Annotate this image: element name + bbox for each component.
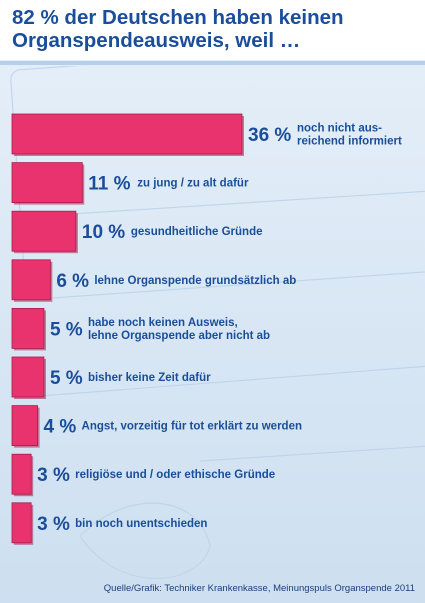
category-label-line: reichend informiert <box>297 136 402 148</box>
category-label-line: gesundheitliche Gründe <box>131 226 263 238</box>
category-label-line: lehne Organspende grundsätzlich ab <box>94 275 296 287</box>
title-divider <box>0 61 425 65</box>
bar-value-label: 5 % <box>50 368 83 389</box>
category-label: zu jung / zu alt dafür <box>137 178 249 190</box>
category-label: bisher keine Zeit dafür <box>88 372 211 384</box>
bar <box>11 113 243 155</box>
bar <box>11 453 32 495</box>
bar-value-label: 5 % <box>50 319 83 340</box>
bar-value-label: 3 % <box>37 465 70 486</box>
bar-value-label: 6 % <box>56 271 89 292</box>
category-label-line: bin noch unentschieden <box>75 518 207 530</box>
category-label-line: habe noch keinen Ausweis, <box>88 317 238 329</box>
bar <box>11 356 45 398</box>
bar <box>11 405 38 447</box>
category-label: gesundheitliche Gründe <box>131 226 263 238</box>
category-label-line: noch nicht aus- <box>297 123 382 135</box>
source-note: Quelle/Grafik: Techniker Krankenkasse, M… <box>103 583 415 594</box>
bar <box>11 502 32 544</box>
bar-value-label: 36 % <box>248 125 291 146</box>
category-label-line: bisher keine Zeit dafür <box>88 372 211 384</box>
category-label: lehne Organspende grundsätzlich ab <box>94 275 296 287</box>
category-label: bin noch unentschieden <box>75 518 207 530</box>
category-label: religiöse und / oder ethische Gründe <box>75 469 275 481</box>
bar <box>11 259 51 301</box>
bar-value-label: 11 % <box>88 174 130 195</box>
category-label-line: lehne Organspende aber nicht ab <box>88 330 270 342</box>
category-label: habe noch keinen Ausweis, lehne Organspen… <box>88 317 270 342</box>
bar <box>11 162 83 204</box>
category-label: noch nicht aus-reichend informiert <box>297 123 402 148</box>
bar <box>11 210 77 252</box>
category-label-line: religiöse und / oder ethische Gründe <box>75 469 275 481</box>
bar-value-label: 10 % <box>82 222 125 243</box>
category-label-line: zu jung / zu alt dafür <box>137 178 249 190</box>
bar <box>11 307 45 349</box>
bar-value-label: 4 % <box>44 417 77 438</box>
category-label-line: Angst, vorzeitig für tot erklärt zu werd… <box>82 421 302 433</box>
page-title: 82 % der Deutschen haben keinen Organspe… <box>12 6 344 52</box>
category-label: Angst, vorzeitig für tot erklärt zu werd… <box>82 421 302 433</box>
bar-value-label: 3 % <box>37 514 70 535</box>
